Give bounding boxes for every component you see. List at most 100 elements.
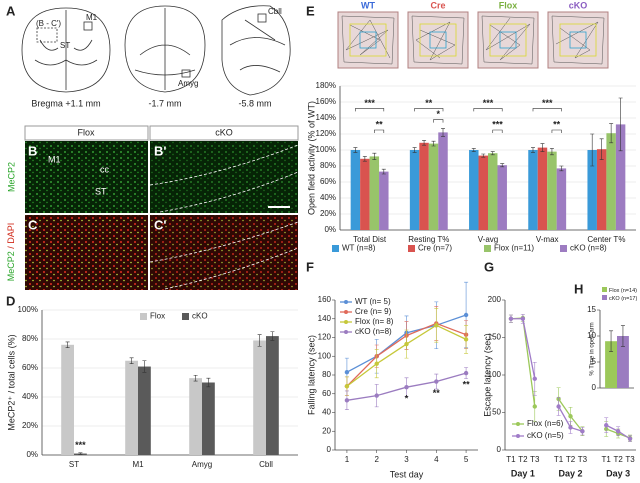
x-tick-label: 1: [345, 455, 350, 464]
bar: [617, 336, 629, 388]
region-label: M1: [48, 154, 61, 164]
panel-letter: G: [484, 259, 494, 274]
x-tick-label: T3: [530, 455, 540, 464]
data-point: [463, 312, 469, 318]
annotation: *: [437, 109, 441, 119]
error-bar: [422, 140, 427, 146]
data-point: [434, 379, 439, 384]
atlas-label: (B - C'): [36, 19, 61, 28]
significance-bracket: [473, 108, 503, 112]
x-tick-label: 2: [374, 455, 379, 464]
day-label: Day 3: [606, 468, 630, 478]
panel-letter: E: [306, 3, 315, 18]
y-tick-label: 0: [327, 445, 332, 454]
x-tick-label: 4: [434, 455, 439, 464]
legend-swatch: [140, 313, 147, 320]
y-tick-label: 100%: [18, 305, 38, 314]
legend-swatch: [560, 245, 567, 252]
error-bar: [206, 377, 211, 388]
annotation: **: [433, 388, 441, 398]
legend-label: Flox: [150, 312, 165, 321]
data-point: [532, 404, 537, 409]
error-bar: [353, 147, 358, 153]
y-axis-label: Escape latency (sec): [482, 333, 492, 417]
data-point: [404, 384, 409, 390]
x-tick-label: Total Dist: [353, 235, 387, 244]
atlas-drawings: [21, 5, 291, 96]
x-tick-label: ST: [69, 460, 79, 469]
x-tick-label: T1: [506, 455, 516, 464]
y-axis-label: Open field activity (% of WT): [306, 101, 316, 215]
legend-swatch: [344, 330, 348, 334]
y-tick-label: 50: [492, 408, 501, 417]
y-tick-label: 140%: [316, 113, 336, 122]
section-label: -1.7 mm: [148, 98, 181, 108]
annotation: ***: [542, 98, 553, 108]
significance-bracket: [355, 108, 385, 112]
y-tick-label: 60: [322, 389, 331, 398]
x-tick-label: 5: [464, 455, 469, 464]
column-header: [149, 125, 299, 141]
annotation: ***: [483, 98, 494, 108]
legend-label: Flox (n= 8): [355, 317, 394, 326]
bar: [488, 153, 498, 230]
error-bar: [599, 138, 604, 160]
bar: [528, 150, 538, 230]
track-images: [337, 11, 609, 69]
row-label-part: MeCP2: [6, 251, 16, 281]
atlas-label: M1: [86, 13, 98, 22]
error-bar: [590, 133, 595, 167]
significance-bracket: [551, 129, 562, 133]
legend-label: Flox (n=14): [609, 288, 637, 294]
y-tick-label: 0: [592, 383, 597, 392]
bar: [537, 147, 548, 230]
column-header: [24, 125, 149, 141]
y-tick-label: 0%: [26, 450, 38, 459]
track-title: Cre: [430, 0, 445, 10]
track-title: WT: [361, 0, 375, 10]
y-tick-label: 20%: [22, 421, 38, 430]
bar: [189, 378, 202, 455]
significance-bracket: [532, 108, 562, 112]
y-tick-label: 0: [497, 445, 502, 454]
legend-swatch: [516, 434, 520, 438]
bar: [138, 366, 151, 455]
y-tick-label: 100: [318, 351, 332, 360]
y-tick-label: 15: [587, 305, 596, 314]
bar: [606, 133, 616, 230]
data-point: [404, 341, 409, 347]
y-tick-label: 100: [488, 370, 502, 379]
legend-label: Flox (n=11): [494, 244, 534, 253]
legend-label: cKO: [192, 312, 208, 321]
y-tick-label: 10: [587, 331, 596, 340]
day-label: Day 2: [558, 468, 582, 478]
significance-bracket: [492, 129, 503, 133]
y-tick-label: 80: [322, 370, 331, 379]
data-point: [344, 384, 350, 389]
x-tick-label: V-avg: [478, 235, 498, 244]
data-point: [508, 316, 514, 321]
y-tick-label: 60%: [320, 177, 336, 186]
data-point: [604, 423, 609, 428]
data-point: [344, 369, 350, 375]
error-bar: [618, 97, 623, 152]
photo: [150, 215, 298, 290]
annotation: **: [425, 98, 433, 108]
y-axis-label: Falling latency (sec): [306, 335, 316, 415]
error-bar: [431, 140, 436, 147]
panel-letter: H: [574, 281, 583, 296]
photo: [150, 141, 298, 213]
data-point: [344, 398, 350, 403]
column-label: Flox: [77, 127, 95, 137]
y-tick-label: 100%: [316, 145, 336, 154]
error-bar: [372, 152, 377, 160]
boundary: [149, 144, 299, 290]
x-tick-label: 3: [404, 455, 409, 464]
row-label: MeCP2 / DAPI: [6, 223, 16, 282]
annotation: **: [463, 380, 471, 390]
y-tick-label: 40%: [22, 392, 38, 401]
y-tick-label: 200: [488, 295, 502, 304]
legend-label: cKO (n=8): [570, 244, 607, 253]
annotation: **: [553, 119, 561, 129]
